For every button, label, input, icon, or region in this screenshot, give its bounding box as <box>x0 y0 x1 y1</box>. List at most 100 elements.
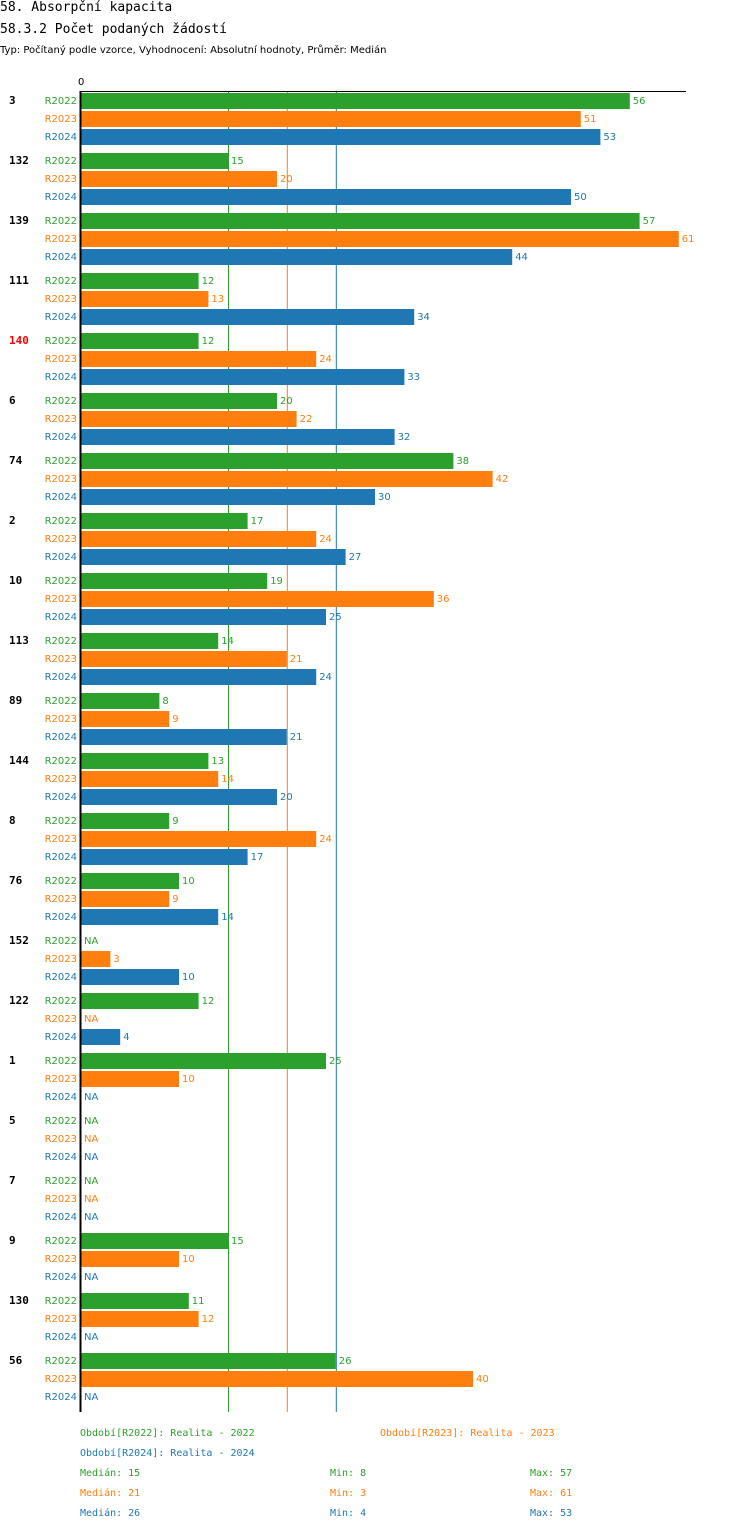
stat-median-r2023: Medián: 21 <box>80 1488 141 1499</box>
data-label: 13 <box>211 294 224 305</box>
legend-r2022: Období[R2022]: Realita - 2022 <box>80 1428 255 1439</box>
category-label: 8 <box>9 814 16 827</box>
bar <box>81 993 199 1009</box>
series-label: R2023 <box>45 1134 77 1145</box>
series-label: R2022 <box>45 516 77 527</box>
series-label: R2022 <box>45 216 77 227</box>
data-label: 36 <box>437 594 450 605</box>
bar <box>81 1251 179 1267</box>
series-label: R2024 <box>45 1392 77 1403</box>
bar <box>81 213 640 229</box>
data-label: 8 <box>162 696 168 707</box>
category-label: 132 <box>9 154 29 167</box>
na-label: NA <box>84 936 98 947</box>
data-label: 14 <box>221 912 234 923</box>
series-label: R2024 <box>45 672 77 683</box>
bar <box>81 111 581 127</box>
series-label: R2022 <box>45 96 77 107</box>
series-label: R2022 <box>45 1116 77 1127</box>
series-label: R2023 <box>45 174 77 185</box>
bar <box>81 969 179 985</box>
series-label: R2023 <box>45 1194 77 1205</box>
chart-subtitle: 58.3.2 Počet podaných žádostí <box>0 22 227 37</box>
legend-r2023: Období[R2023]: Realita - 2023 <box>380 1428 555 1439</box>
bar <box>81 129 601 145</box>
data-label: 61 <box>682 234 695 245</box>
data-label: 21 <box>290 732 303 743</box>
na-label: NA <box>84 1116 98 1127</box>
series-label: R2024 <box>45 432 77 443</box>
bar <box>81 309 415 325</box>
series-label: R2022 <box>45 636 77 647</box>
data-label: 10 <box>182 1254 195 1265</box>
category-label: 2 <box>9 514 16 527</box>
chart-meta: Typ: Počítaný podle vzorce, Vyhodnocení:… <box>0 45 387 56</box>
data-label: 10 <box>182 972 195 983</box>
data-label: 15 <box>231 1236 244 1247</box>
category-label: 6 <box>9 394 16 407</box>
bar <box>81 651 287 667</box>
data-label: 40 <box>476 1374 489 1385</box>
series-label: R2024 <box>45 1332 77 1343</box>
data-label: 4 <box>123 1032 129 1043</box>
series-label: R2024 <box>45 132 77 143</box>
series-label: R2022 <box>45 936 77 947</box>
series-label: R2023 <box>45 294 77 305</box>
series-label: R2022 <box>45 1056 77 1067</box>
bar <box>81 1311 199 1327</box>
series-label: R2022 <box>45 1296 77 1307</box>
bar <box>81 729 287 745</box>
data-label: 38 <box>456 456 469 467</box>
series-label: R2023 <box>45 834 77 845</box>
legend-r2024: Období[R2024]: Realita - 2024 <box>80 1448 255 1459</box>
bar <box>81 153 228 169</box>
category-label: 9 <box>9 1234 16 1247</box>
na-label: NA <box>84 1134 98 1145</box>
na-label: NA <box>84 1392 98 1403</box>
data-label: 12 <box>202 276 215 287</box>
data-label: 51 <box>584 114 597 125</box>
stat-min-r2022: Min: 8 <box>330 1468 367 1479</box>
stat-min-r2024: Min: 4 <box>330 1508 367 1519</box>
bar <box>81 453 454 469</box>
data-label: 24 <box>319 672 332 683</box>
series-label: R2024 <box>45 852 77 863</box>
data-label: 20 <box>280 174 293 185</box>
series-label: R2022 <box>45 1236 77 1247</box>
data-label: 10 <box>182 876 195 887</box>
na-label: NA <box>84 1014 98 1025</box>
data-label: 17 <box>251 516 264 527</box>
bar <box>81 951 111 967</box>
series-label: R2022 <box>45 876 77 887</box>
category-label: 7 <box>9 1174 16 1187</box>
category-label: 139 <box>9 214 29 227</box>
stat-min-r2023: Min: 3 <box>330 1488 367 1499</box>
data-label: 12 <box>202 996 215 1007</box>
stat-max-r2023: Max: 61 <box>530 1488 573 1499</box>
bar <box>81 531 317 547</box>
series-label: R2023 <box>45 534 77 545</box>
category-label: 1 <box>9 1054 16 1067</box>
stat-max-r2022: Max: 57 <box>530 1468 573 1479</box>
data-label: 26 <box>339 1356 352 1367</box>
data-label: 10 <box>182 1074 195 1085</box>
bar <box>81 171 277 187</box>
series-label: R2022 <box>45 336 77 347</box>
data-label: 33 <box>407 372 420 383</box>
series-label: R2024 <box>45 1212 77 1223</box>
bar <box>81 291 209 307</box>
bar <box>81 351 317 367</box>
data-label: 12 <box>202 336 215 347</box>
series-label: R2024 <box>45 372 77 383</box>
bar <box>81 849 248 865</box>
series-label: R2024 <box>45 732 77 743</box>
bar <box>81 1071 179 1087</box>
stat-median-r2022: Medián: 15 <box>80 1468 141 1479</box>
na-label: NA <box>84 1332 98 1343</box>
bar <box>81 693 160 709</box>
category-label: 113 <box>9 634 29 647</box>
series-label: R2022 <box>45 816 77 827</box>
bar <box>81 489 375 505</box>
series-label: R2023 <box>45 654 77 665</box>
